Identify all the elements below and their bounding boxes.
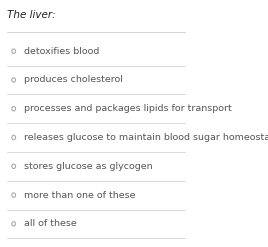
Ellipse shape: [12, 106, 16, 111]
Ellipse shape: [12, 193, 16, 197]
Ellipse shape: [12, 135, 16, 140]
Text: all of these: all of these: [24, 219, 77, 228]
Text: stores glucose as glycogen: stores glucose as glycogen: [24, 162, 153, 171]
Text: processes and packages lipids for transport: processes and packages lipids for transp…: [24, 104, 232, 113]
Text: more than one of these: more than one of these: [24, 191, 136, 200]
Text: releases glucose to maintain blood sugar homeostasis: releases glucose to maintain blood sugar…: [24, 133, 268, 142]
Ellipse shape: [12, 222, 16, 226]
Text: produces cholesterol: produces cholesterol: [24, 76, 123, 84]
Text: The liver:: The liver:: [7, 10, 56, 20]
Ellipse shape: [12, 49, 16, 53]
Text: detoxifies blood: detoxifies blood: [24, 47, 99, 56]
Ellipse shape: [12, 78, 16, 82]
Ellipse shape: [12, 164, 16, 168]
